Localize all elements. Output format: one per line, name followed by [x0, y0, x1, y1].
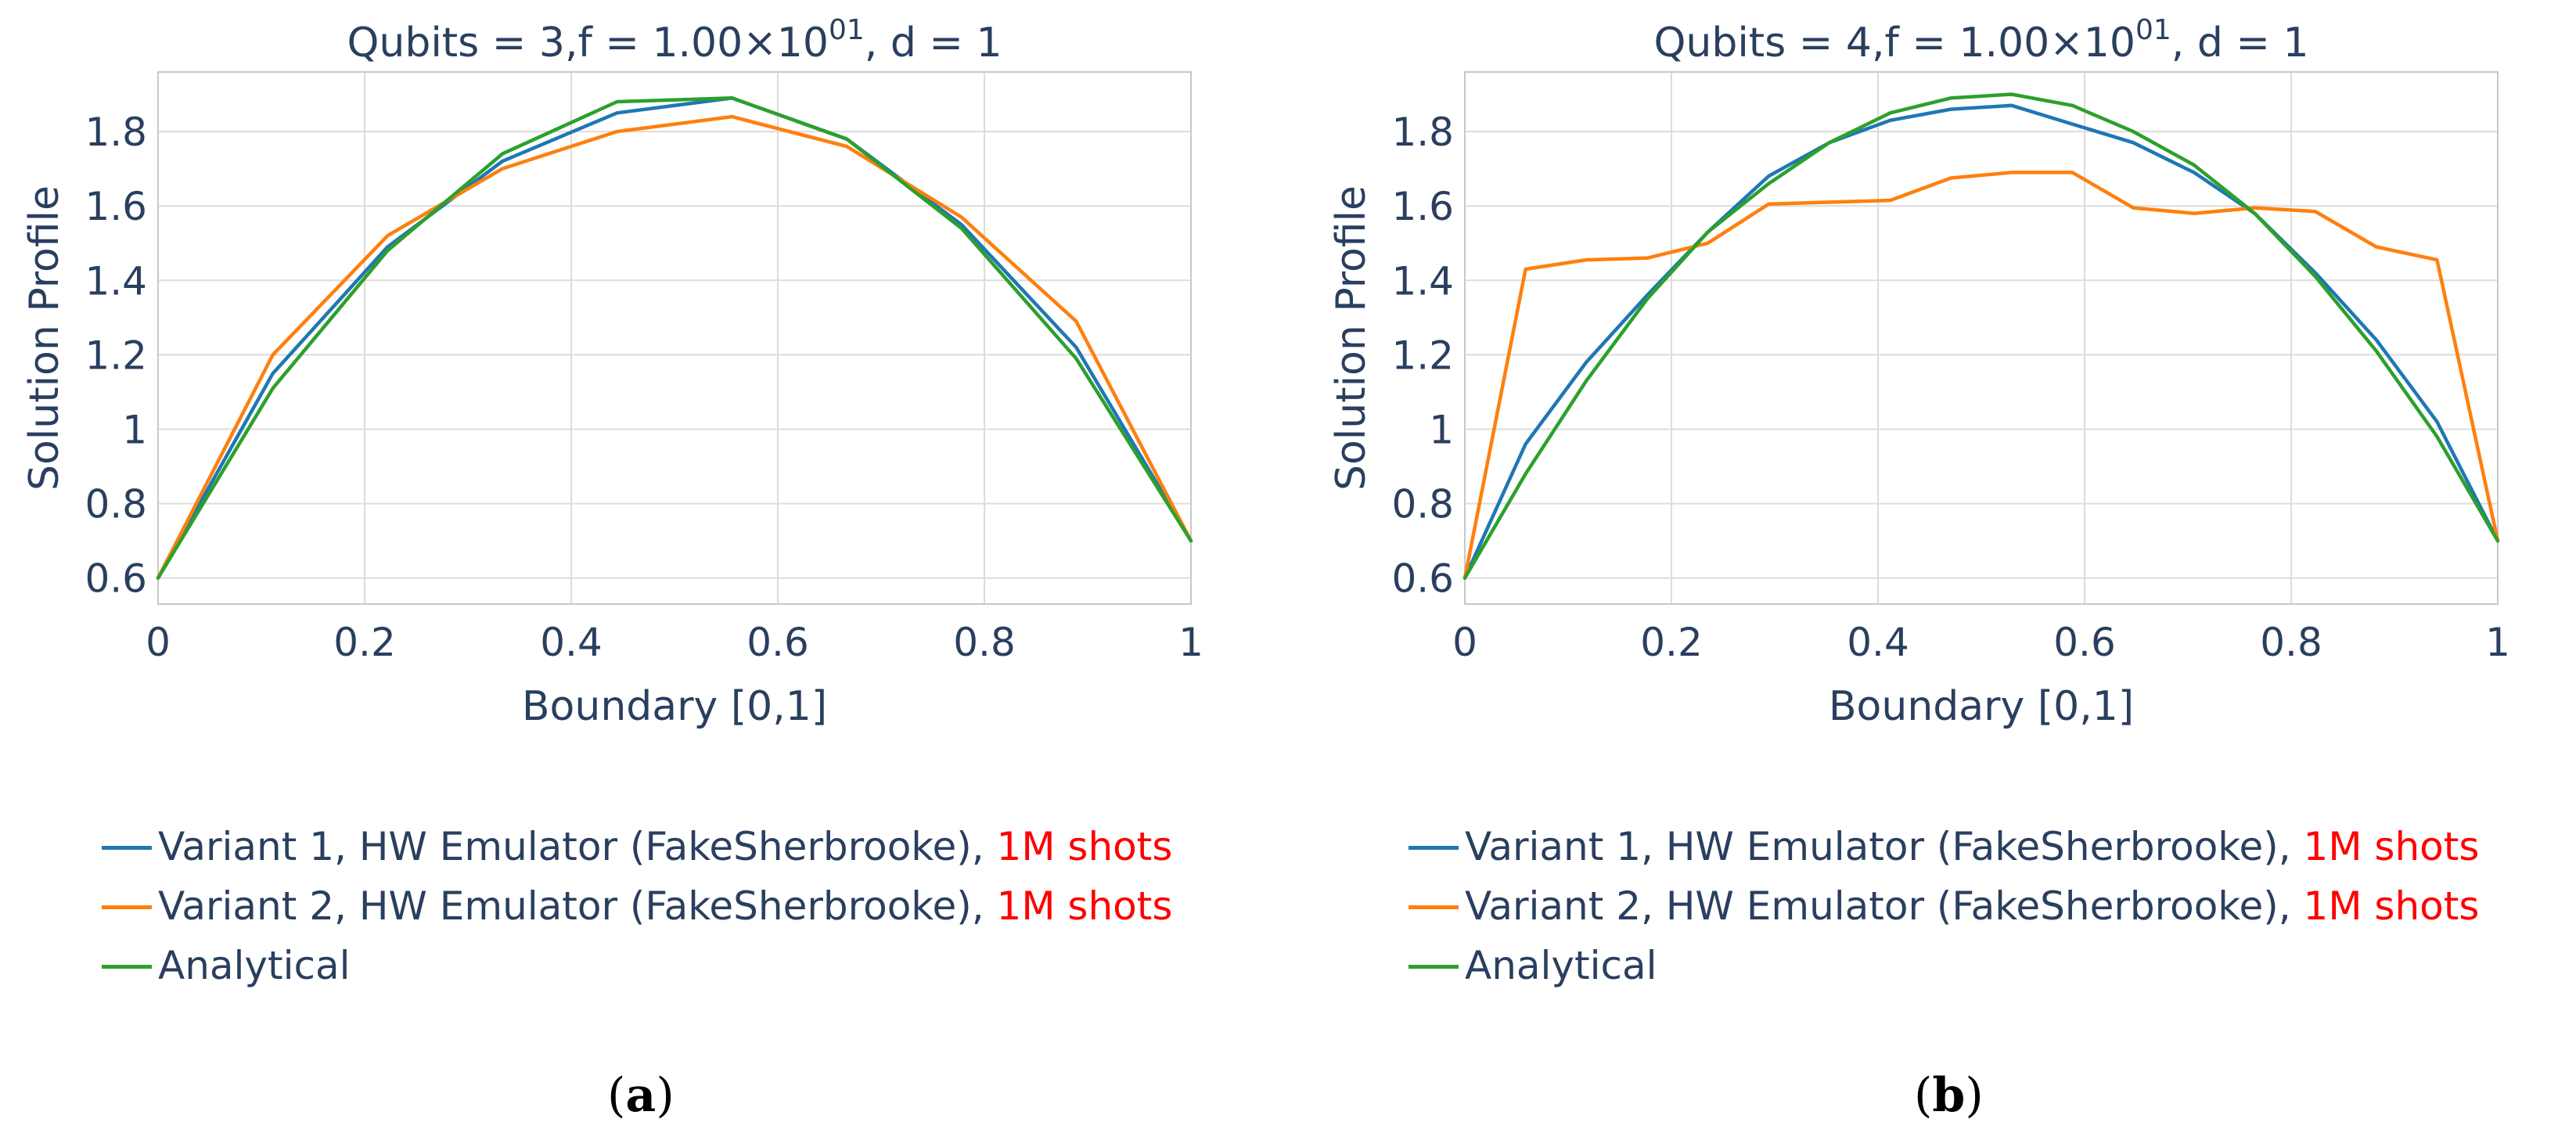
panel-label-b: (b) [1914, 1068, 1984, 1123]
y-tick-label: 1.8 [1391, 110, 1454, 155]
chart-title-main: Qubits = 4,f = 1.00×10 [1653, 20, 2135, 67]
legend-series-name: Analytical [1465, 943, 1657, 988]
x-tick-label: 1 [1178, 620, 1203, 665]
legend-shots-note: 1M shots [2303, 883, 2480, 929]
series-line-1 [156, 96, 1193, 580]
x-axis-label: Boundary [0,1] [522, 683, 827, 730]
y-tick-label: 1.4 [85, 258, 147, 304]
x-tick-label: 0.6 [2053, 620, 2116, 665]
chart-title-suffix: , d = 1 [865, 20, 1002, 67]
legend-label: Variant 1, HW Emulator (FakeSherbrooke),… [158, 817, 1172, 876]
legend-series-name: Variant 1, HW Emulator (FakeSherbrooke), [1465, 824, 2304, 869]
legend-label: Analytical [158, 936, 351, 995]
plot-frame [157, 71, 1192, 605]
series-line-2 [1462, 171, 2500, 580]
x-axis-label: Boundary [0,1] [1829, 683, 2134, 730]
x-tick-label: 0.8 [953, 620, 1016, 665]
legend-series-name: Variant 1, HW Emulator (FakeSherbrooke), [158, 824, 997, 869]
y-tick-label: 0.8 [1391, 482, 1454, 527]
y-axis-label: Solution Profile [21, 185, 68, 491]
x-tick-label: 0.2 [1640, 620, 1703, 665]
y-tick-label: 1.2 [1391, 333, 1454, 378]
y-tick-label: 1.6 [1391, 184, 1454, 229]
x-tick-label: 1 [2485, 620, 2510, 665]
x-tick-label: 0.8 [2260, 620, 2322, 665]
chart-title: Qubits = 4,f = 1.00×1001, d = 1 [1653, 14, 2308, 67]
x-tick-label: 0.6 [747, 620, 809, 665]
panel-label-a: (a) [607, 1068, 675, 1123]
y-tick-label: 0.6 [1391, 556, 1454, 602]
legend-shots-note: 1M shots [2303, 824, 2480, 869]
y-tick-label: 1.8 [85, 110, 147, 155]
chart-title-main: Qubits = 3,f = 1.00×10 [347, 20, 829, 67]
plot-frame [1464, 71, 2499, 605]
legend-swatch [1409, 965, 1459, 969]
y-tick-label: 1.6 [85, 184, 147, 229]
y-tick-label: 0.6 [85, 556, 147, 602]
chart-2: 0 0.2 0.4 0.6 0.8 1 0.6 0.8 1 1.2 1.4 1.6 1.8 Boundar… [1328, 14, 2510, 730]
chart-title: Qubits = 3,f = 1.00×1001, d = 1 [347, 14, 1002, 67]
legend-shots-note: 1M shots [996, 824, 1173, 869]
y-axis-label: Solution Profile [1328, 185, 1375, 491]
x-tick-label: 0.2 [333, 620, 396, 665]
legend-label: Variant 1, HW Emulator (FakeSherbrooke),… [1465, 817, 2479, 876]
legend-series-name: Variant 2, HW Emulator (FakeSherbrooke), [158, 883, 997, 929]
legend-swatch [1409, 846, 1459, 850]
legend-swatch [1409, 905, 1459, 909]
chart-title-suffix: , d = 1 [2171, 20, 2309, 67]
x-tick-label: 0 [146, 620, 171, 665]
x-tick-label: 0.4 [540, 620, 603, 665]
series-line-3 [156, 96, 1193, 580]
legend-label: Variant 2, HW Emulator (FakeSherbrooke),… [158, 876, 1172, 936]
legend-label: Analytical [1465, 936, 1657, 995]
x-tick-label: 0.4 [1847, 620, 1909, 665]
legend-shots-note: 1M shots [996, 883, 1173, 929]
chart-1: 0 0.2 0.4 0.6 0.8 1 0.6 0.8 1 1.2 1.4 1.6 1.8 Boundar… [21, 14, 1203, 730]
y-tick-label: 0.8 [85, 482, 147, 527]
legend-swatch [102, 846, 152, 850]
y-tick-label: 1 [1429, 408, 1454, 453]
legend-label: Variant 2, HW Emulator (FakeSherbrooke),… [1465, 876, 2479, 936]
legend-series-name: Variant 2, HW Emulator (FakeSherbrooke), [1465, 883, 2304, 929]
y-tick-label: 1.4 [1391, 258, 1454, 304]
series-line-3 [1462, 92, 2500, 580]
series-line-1 [1462, 103, 2500, 580]
series-line-2 [156, 114, 1193, 580]
legend-swatch [102, 905, 152, 909]
legend-swatch [102, 965, 152, 969]
legend-series-name: Analytical [158, 943, 351, 988]
x-tick-label: 0 [1452, 620, 1477, 665]
chart-title-exponent: 01 [829, 14, 865, 46]
chart-title-exponent: 01 [2135, 14, 2171, 46]
y-tick-label: 1.2 [85, 333, 147, 378]
y-tick-label: 1 [122, 408, 147, 453]
